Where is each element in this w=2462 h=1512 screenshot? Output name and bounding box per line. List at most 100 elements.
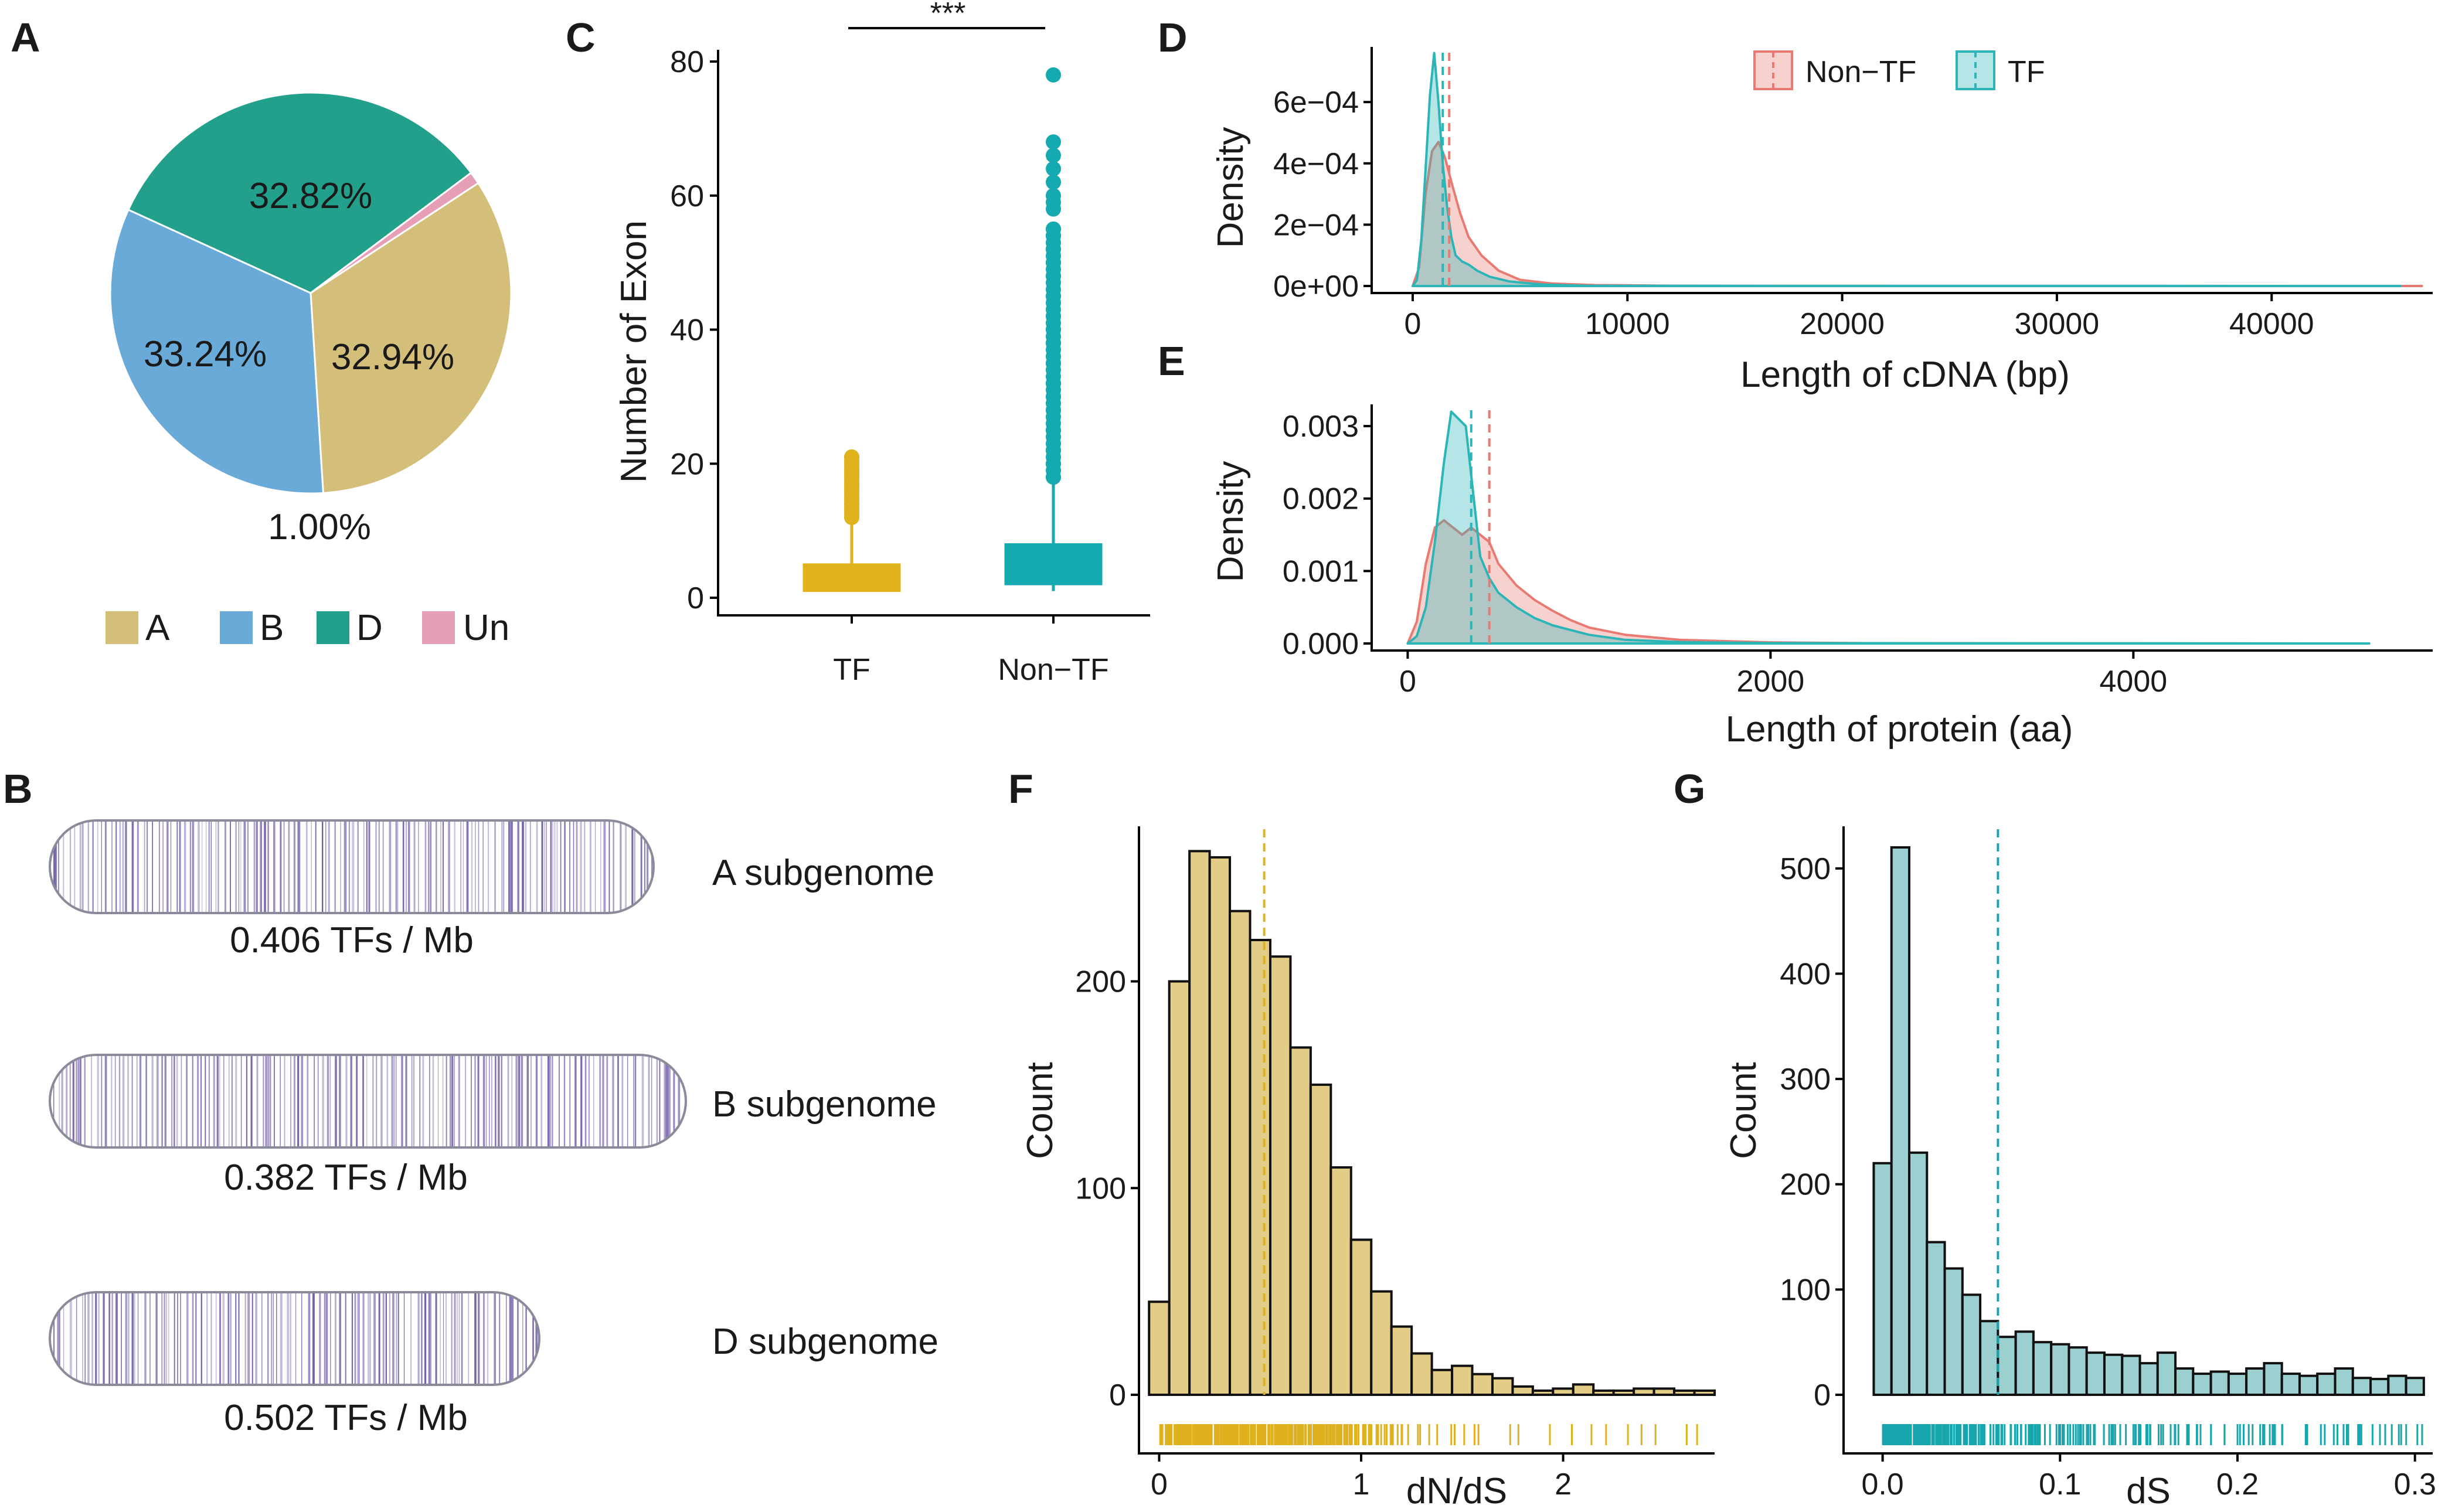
tf-band (435, 1292, 437, 1385)
tf-band (115, 820, 117, 913)
tf-band (348, 820, 350, 913)
tf-band (121, 1292, 122, 1385)
protein-xlabel: Length of protein (aa) (1726, 709, 2073, 750)
histogram-bar (1592, 1389, 1615, 1397)
tf-band (301, 1292, 302, 1385)
histogram-bar (1491, 1377, 1514, 1396)
tf-band (53, 1292, 55, 1385)
tf-band (525, 1292, 527, 1385)
tf-band (186, 1055, 188, 1147)
tf-band (489, 1055, 490, 1147)
histogram-bar (1572, 1383, 1595, 1396)
ytick-label: 200 (1780, 1168, 1831, 1202)
tf-band (244, 1292, 246, 1385)
histogram-bar (1188, 850, 1211, 1396)
histogram-bar (1908, 1151, 1929, 1396)
tf-band (550, 820, 552, 913)
tf-band (134, 1292, 135, 1385)
tf-band (644, 820, 645, 913)
tf-band (485, 1055, 487, 1147)
tf-band (640, 820, 642, 913)
tf-band (273, 820, 276, 913)
tf-band (253, 820, 256, 913)
tf-band (357, 820, 359, 913)
tf-band (613, 820, 614, 913)
cdna-xlabel: Length of cDNA (bp) (1740, 355, 2070, 395)
tf-band (608, 820, 610, 913)
tf-band (395, 820, 397, 913)
tf-band (325, 1292, 328, 1385)
tf-band (147, 820, 148, 913)
tf-band (97, 1055, 99, 1147)
tf-band (324, 1292, 326, 1385)
tf-band (156, 1055, 159, 1147)
tf-band (295, 1292, 297, 1385)
histogram-bar (2085, 1351, 2106, 1397)
legend-label-un: Un (463, 608, 509, 648)
tf-band (418, 820, 419, 913)
panel-label-g: G (1674, 766, 1705, 812)
tf-band (243, 820, 246, 913)
histogram-bar (1652, 1387, 1676, 1397)
tf-band (176, 1055, 178, 1147)
tf-band (621, 1055, 624, 1147)
tf-band (240, 820, 242, 913)
tf-band (328, 820, 330, 913)
tf-band (340, 820, 341, 913)
tf-band (223, 1055, 225, 1147)
histogram-bar (1471, 1373, 1494, 1397)
tf-band (66, 1055, 68, 1147)
tf-band (327, 1055, 329, 1147)
tf-band (312, 1292, 315, 1385)
tf-band (197, 1055, 199, 1147)
tf-band (471, 820, 473, 913)
outlier-point (1046, 134, 1061, 150)
tf-band (413, 820, 416, 913)
tf-band (421, 1292, 423, 1385)
tf-band (552, 1055, 553, 1147)
tf-band (631, 820, 634, 913)
tf-band (339, 1055, 341, 1147)
tf-band (149, 1292, 151, 1385)
tf-band (495, 1055, 497, 1147)
density-tf (1411, 52, 2402, 287)
tf-band (98, 1292, 100, 1385)
axes (1371, 404, 2433, 652)
tf-band (535, 1292, 538, 1385)
tf-band (164, 1055, 166, 1147)
tf-band (192, 1292, 194, 1385)
tf-band (315, 820, 317, 913)
tf-band (139, 1055, 142, 1147)
legend-label-d: D (356, 608, 383, 648)
tf-band (405, 1055, 407, 1147)
ds-histogram: 0 100 200 300 400 500 0.0 0.1 0.2 0.3 (1780, 826, 2436, 1501)
histogram-bar (2245, 1367, 2266, 1396)
legend-swatch-b (220, 611, 253, 644)
histogram-bar (1997, 1336, 2017, 1396)
tf-band (180, 1292, 181, 1385)
tf-band (240, 1055, 242, 1147)
tf-band (247, 1292, 250, 1385)
tf-band (290, 1292, 291, 1385)
tf-band (210, 820, 212, 913)
axes (1138, 826, 1715, 1455)
legend-key-tf (1956, 50, 1995, 90)
panel-label-e: E (1158, 338, 1185, 384)
tf-band (97, 820, 98, 913)
tf-band (373, 1292, 376, 1385)
tf-band (376, 1055, 378, 1147)
tf-band (580, 1055, 583, 1147)
histogram-bar (1410, 1352, 1433, 1397)
tf-band (569, 820, 570, 913)
tf-band (111, 1292, 113, 1385)
xtick-label: 0 (1399, 665, 1416, 699)
tf-band (556, 820, 558, 913)
tf-band (552, 820, 553, 913)
ytick-label: 200 (1075, 965, 1126, 999)
tf-band (311, 820, 312, 913)
tf-band (625, 820, 627, 913)
panel-label-d: D (1158, 15, 1188, 60)
exon-ylabel: Number of Exon (614, 220, 654, 483)
legend-label-b: B (260, 608, 284, 648)
tf-band (424, 820, 427, 913)
